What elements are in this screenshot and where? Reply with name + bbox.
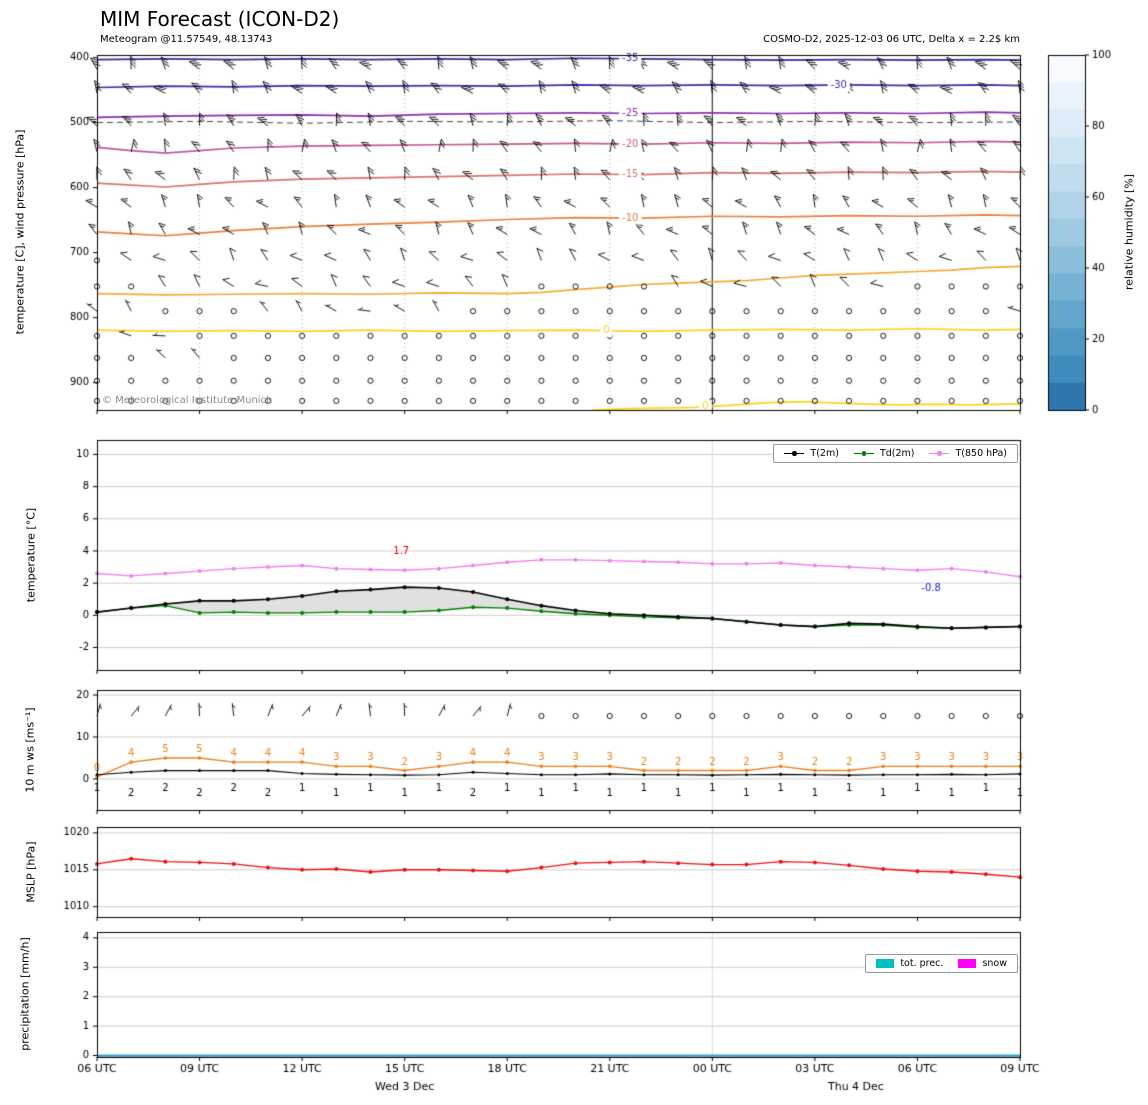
subtitle-model-run: COSMO-D2, 2025-12-03 06 UTC, Delta x = 2… <box>763 34 1020 45</box>
t2m-line-sample <box>784 451 805 456</box>
td2m-line-sample <box>853 451 874 456</box>
t850-line-sample <box>929 451 950 456</box>
wind-y-axis-label: 10 m ws [ms⁻¹] <box>23 707 37 793</box>
upper-air-y-axis-label: temperature [C], wind pressure [hPa] <box>13 129 27 335</box>
legend-item-snow: snow <box>958 958 1007 969</box>
temperature-legend: T(2m) Td(2m) T(850 hPa) <box>773 444 1018 463</box>
legend-label-t2m: T(2m) <box>810 448 839 459</box>
humidity-colorbar-label: relative humidity [%] <box>1122 173 1136 291</box>
legend-item-td2m: Td(2m) <box>853 448 915 459</box>
legend-label-snow: snow <box>982 958 1007 969</box>
legend-label-td2m: Td(2m) <box>879 448 915 459</box>
legend-label-tot-prec: tot. prec. <box>900 958 944 969</box>
legend-item-tot-prec: tot. prec. <box>876 958 943 969</box>
tot-prec-swatch <box>876 959 895 968</box>
page-title: MIM Forecast (ICON-D2) <box>100 7 340 31</box>
precip-y-axis-label: precipitation [mm/h] <box>18 937 32 1051</box>
legend-item-t850: T(850 hPa) <box>929 448 1007 459</box>
subtitle-location: Meteogram @11.57549, 48.13743 <box>100 34 273 45</box>
copyright-note: © Meteorological Institute Munich <box>102 395 273 406</box>
temperature-y-axis-label: temperature [°C] <box>24 507 38 603</box>
legend-item-t2m: T(2m) <box>784 448 839 459</box>
mslp-y-axis-label: MSLP [hPa] <box>24 841 38 903</box>
legend-label-t850: T(850 hPa) <box>955 448 1007 459</box>
t2m-marker-dot <box>792 451 797 456</box>
precipitation-legend: tot. prec. snow <box>865 954 1018 973</box>
t850-marker-dot <box>937 451 942 456</box>
snow-swatch <box>958 959 977 968</box>
td2m-marker-dot <box>861 451 867 456</box>
